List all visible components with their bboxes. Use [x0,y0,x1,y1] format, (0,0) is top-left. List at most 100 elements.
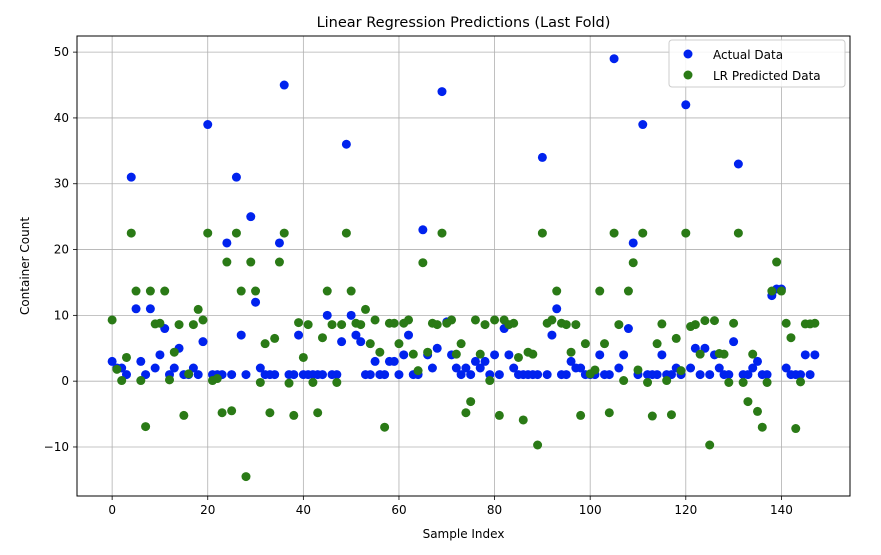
predicted-data-point [361,304,371,314]
predicted-data-point [117,376,127,386]
actual-data-point [729,337,739,347]
legend-label-actual: Actual Data [713,48,783,62]
predicted-data-point [107,315,117,325]
actual-data-point [432,343,442,353]
predicted-data-point [647,411,657,421]
actual-data-point [561,370,571,380]
actual-data-point [533,370,543,380]
predicted-data-point [705,440,715,450]
predicted-data-point [145,286,155,296]
predicted-data-point [212,374,222,384]
legend-box [668,39,846,88]
x-tick-label: 60 [391,503,406,517]
predicted-data-point [628,258,638,268]
legend-marker-actual [683,49,693,59]
predicted-data-point [294,318,304,328]
actual-data-point [389,356,399,366]
predicted-data-point [561,320,571,330]
predicted-data-point [227,406,237,416]
predicted-data-point [614,320,624,330]
actual-data-point [466,370,476,380]
actual-data-point [628,238,638,248]
actual-data-point [222,238,232,248]
predicted-data-point [165,375,175,385]
predicted-data-point [772,257,782,267]
actual-data-point [743,370,753,380]
actual-data-point [394,370,404,380]
predicted-data-point [552,286,562,296]
predicted-data-point [600,339,610,349]
predicted-data-point [810,318,820,328]
legend-marker-predicted [683,70,693,80]
predicted-data-point [241,472,251,482]
predicted-data-point [356,320,366,330]
x-tick-label: 140 [770,503,793,517]
predicted-data-point [169,347,179,357]
predicted-data-point [475,349,485,359]
predicted-data-point [193,304,203,314]
actual-data-point [150,363,160,373]
predicted-data-point [327,320,337,330]
actual-data-point [365,370,375,380]
actual-data-point [652,370,662,380]
predicted-data-point [729,318,739,328]
predicted-data-point [638,228,648,238]
predicted-data-point [370,315,380,325]
x-axis-label: Sample Index [423,527,505,541]
predicted-data-point [485,376,495,386]
actual-data-point [576,363,586,373]
predicted-data-point [513,352,523,362]
x-tick-label: 0 [108,503,116,517]
predicted-data-point [461,408,471,418]
predicted-data-point [155,318,165,328]
actual-data-point [494,370,504,380]
predicted-data-point [490,315,500,325]
actual-data-point [504,350,514,360]
actual-data-point [437,87,447,97]
predicted-data-point [284,378,294,388]
actual-data-point [380,370,390,380]
predicted-data-point [131,286,141,296]
predicted-data-point [509,318,519,328]
predicted-data-point [375,347,385,357]
predicted-data-point [733,228,743,238]
predicted-data-point [518,415,528,425]
actual-data-point [781,363,791,373]
predicted-data-point [767,286,777,296]
actual-data-point [289,370,299,380]
grid [77,36,850,496]
actual-data-point [198,337,208,347]
y-tick-label: 40 [54,111,69,125]
predicted-data-point [141,422,151,432]
actual-data-point [475,363,485,373]
predicted-data-point [700,316,710,326]
actual-data-point [107,356,117,366]
actual-data-point [470,356,480,366]
y-axis-ticks: −10 0 10 20 30 40 50 [44,45,77,454]
actual-data-point [322,310,332,320]
predicted-data-point [289,410,299,420]
actual-data-point [604,370,614,380]
predicted-data-point [121,352,131,362]
predicted-data-point [332,377,342,387]
predicted-data-point [236,286,246,296]
predicted-data-point [274,257,284,267]
actual-data-point [332,370,342,380]
actual-data-point [547,330,557,340]
actual-data-point [480,356,490,366]
predicted-data-point [671,333,681,343]
predicted-data-point [341,228,351,238]
predicted-data-point [380,422,390,432]
predicted-data-point [666,410,676,420]
predicted-data-point [308,377,318,387]
actual-data-point [351,330,361,340]
actual-data-point [145,304,155,314]
actual-data-point [705,370,715,380]
predicted-data-point [571,320,581,330]
predicted-data-point [188,320,198,330]
actual-data-point [370,356,380,366]
predicted-data-point [408,349,418,359]
actual-data-point [537,152,547,162]
predicted-data-point [681,228,691,238]
actual-data-point [552,304,562,314]
